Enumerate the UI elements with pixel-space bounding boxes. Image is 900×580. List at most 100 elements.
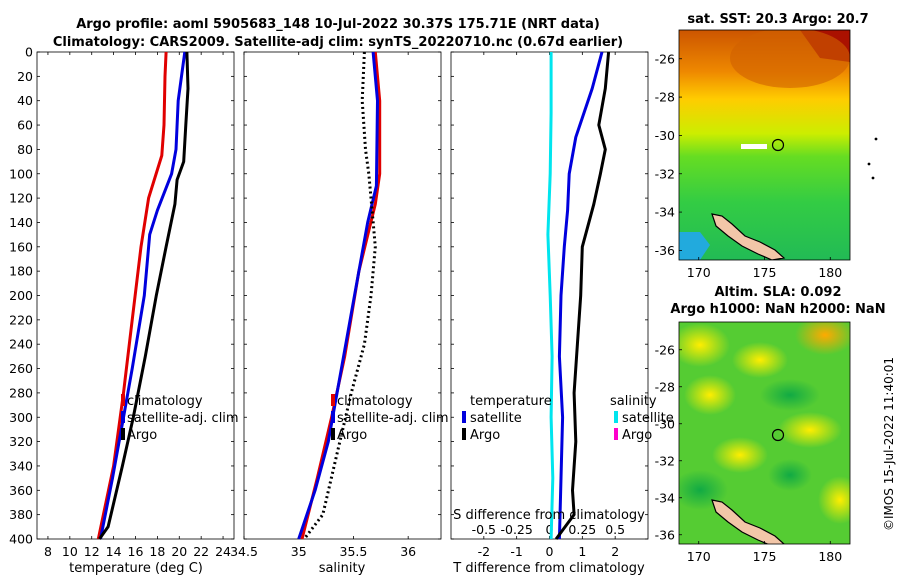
x-tick-label: 10 [62,544,78,559]
legend-swatch-t-satellite [462,411,466,423]
map-y-tick-label: -30 [655,128,675,143]
y-tick-label: 240 [9,337,33,352]
y-tick-label: 100 [9,166,33,181]
temperature-plot: 0 20 40 60 80 100 120 140 160 180 200 220 240 260 280 3… [9,45,234,559]
sla-map-title: Altim. SLA: 0.092 [715,285,842,300]
map-y-tick-label: -36 [655,243,675,258]
legend-label-climatology-s: climatology [337,394,413,409]
legend-label-t-satellite: satellite [470,411,522,426]
x-tick-label: 34.5 [230,544,258,559]
y-tick-label: 120 [9,191,33,206]
map-y-tick-label: -26 [655,51,675,66]
sla-map-axes: 170 175 180 -26 -28 -30 -32 -34 -36 [655,342,843,564]
series-satellite-adj-clim [297,51,379,540]
timestamp: ©IMOS 15-Jul-2022 11:40:01 [882,357,896,531]
x2-tick-label: -0.5 [472,522,496,537]
sla-high-3 [795,322,850,355]
y-tick-label: 60 [17,118,33,133]
map-y-tick-label: -28 [655,90,675,105]
y-tick-label: 380 [9,507,33,522]
y-tick-label: 140 [9,215,33,230]
map-y-tick-label: -30 [655,416,675,431]
series-salinity-satellite [546,52,555,540]
legend-swatch-satellite-adj-s [331,411,335,423]
legend-label-t-argo: Argo [470,428,500,443]
salinity-plot-frame [243,51,442,540]
sla-high-7 [818,476,850,524]
map-x-tick-label: 170 [687,549,711,564]
difference-xlabel-s: S difference from climatology [453,508,645,523]
sst-warm-core [730,30,850,88]
map-y-tick-label: -26 [655,342,675,357]
legend-label-satellite-adj-s: satellite-adj. clim [337,411,449,426]
y-tick-label: 320 [9,434,33,449]
x-tick-label: 35 [291,544,307,559]
map-y-tick-label: -32 [655,453,675,468]
y-tick-label: 20 [17,69,33,84]
y-tick-label: 360 [9,483,33,498]
sla-high-2 [732,342,788,378]
x-tick-label: 14 [106,544,122,559]
sla-map-title2: Argo h1000: NaN h2000: NaN [670,302,885,317]
island-dot-3 [871,176,875,180]
salinity-legend: climatology satellite-adj. clim Argo [331,394,449,443]
figure-title-line2: Climatology: CARS2009. Satellite-adj cli… [53,35,623,50]
temperature-xlabel: temperature (deg C) [69,561,203,576]
y-tick-label: 340 [9,458,33,473]
legend-swatch-climatology [121,394,125,406]
temperature-legend: climatology satellite-adj. clim Argo [121,394,239,443]
legend-label-climatology: climatology [127,394,203,409]
x-tick-label: 35.5 [340,544,368,559]
sst-argo-marker [771,138,785,152]
legend-swatch-argo-s [331,428,335,440]
legend-label-argo: Argo [127,428,157,443]
map-x-tick-label: 180 [818,265,842,280]
legend-label-argo-s: Argo [337,428,367,443]
sla-argo-marker [771,428,785,442]
x2-tick-label: 0.25 [568,522,596,537]
difference-plot: -2 -1 0 1 2 -0.5 -0.25 0 0.25 0.5 [451,51,648,559]
series-argo [303,51,377,540]
map-y-tick-label: -36 [655,527,675,542]
sla-low-1 [760,379,820,411]
island-dot-1 [874,137,878,141]
x2-tick-label: 0.5 [605,522,625,537]
difference-xlabel-t: T difference from climatology [452,561,645,576]
sla-high-4 [684,375,736,415]
series-temperature-satellite [557,51,604,540]
legend-swatch-t-argo [462,428,466,440]
y-tick-label: 300 [9,410,33,425]
legend-label-s-satellite: satellite [622,411,674,426]
y-tick-label: 40 [17,93,33,108]
map-x-tick-label: 175 [753,549,777,564]
y-tick-label: 280 [9,385,33,400]
x-tick-label: 36 [400,544,416,559]
y-tick-label: 160 [9,239,33,254]
legend-swatch-satellite-adj [121,411,125,423]
map-y-tick-label: -28 [655,379,675,394]
sla-high-1 [679,323,730,367]
legend-label-s-argo: Argo [622,428,652,443]
series-climatology [96,51,168,540]
legend-title-temperature: temperature [470,394,552,409]
new-zealand-outline-sla [711,499,785,544]
x-tick-label: 16 [128,544,144,559]
sla-low-3 [768,459,812,491]
y-tick-label: 220 [9,312,33,327]
x-tick-label: 0 [546,544,554,559]
x-tick-label: -2 [478,544,490,559]
y-tick-label: 80 [17,142,33,157]
new-zealand-outline [711,213,786,260]
sst-map [679,30,850,260]
x-tick-label: 2 [611,544,619,559]
difference-legend: temperature satellite Argo salinity sate… [462,394,674,443]
x2-tick-label: 0 [546,522,554,537]
series-temperature-argo [554,51,611,540]
sst-gap-marker [741,144,767,149]
map-y-tick-label: -34 [655,205,675,220]
sla-map [679,322,850,544]
x-tick-label: -1 [510,544,522,559]
x-tick-label: 20 [171,544,187,559]
legend-title-salinity: salinity [610,394,657,409]
